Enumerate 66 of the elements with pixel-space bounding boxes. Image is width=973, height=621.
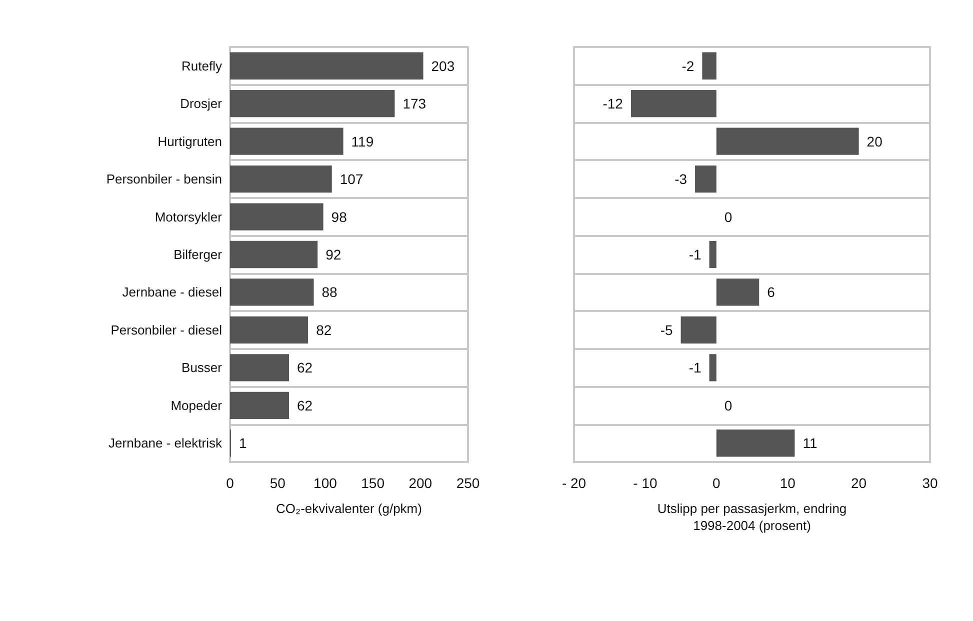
x-tick-label: 20 — [851, 475, 867, 491]
bar — [230, 392, 290, 419]
y-tick-label: Personbiler - diesel — [110, 322, 222, 338]
data-label: -1 — [688, 360, 702, 376]
x-tick-label: 0 — [226, 475, 234, 491]
bar — [230, 354, 290, 382]
data-label: 203 — [431, 58, 455, 74]
x-tick-label: 150 — [361, 475, 385, 491]
bar — [230, 90, 395, 118]
y-tick-label: Rutefly — [182, 58, 222, 74]
y-tick-label: Hurtigruten — [158, 134, 222, 149]
data-label: 88 — [322, 284, 338, 300]
bar — [230, 316, 308, 344]
bar — [230, 52, 424, 80]
x-tick-label: 250 — [456, 475, 480, 491]
data-label: -1 — [688, 246, 702, 262]
x-tick-label: 10 — [780, 475, 796, 491]
y-tick-label: Motorsykler — [154, 209, 223, 224]
bar — [230, 128, 344, 155]
bar — [230, 165, 332, 193]
x-tick-label: 50 — [270, 475, 286, 491]
data-label: 0 — [724, 208, 732, 225]
x-tick-label: 30 — [922, 475, 938, 491]
x-tick-label: 0 — [712, 475, 720, 491]
y-tick-label: Bilferger — [174, 247, 223, 262]
x-tick-label: - 20 — [562, 475, 586, 491]
data-label: 62 — [297, 360, 313, 376]
data-label: -5 — [660, 322, 674, 338]
data-label: 62 — [297, 397, 313, 414]
bar — [716, 430, 795, 457]
bar — [230, 203, 324, 230]
bar — [716, 278, 760, 306]
bar — [709, 354, 716, 382]
data-label: 20 — [866, 133, 883, 150]
y-tick-label: Personbiler - bensin — [106, 172, 222, 187]
bar — [716, 128, 859, 155]
y-tick-label: Jernbane - elektrisk — [108, 436, 222, 451]
data-label: 11 — [802, 435, 818, 452]
bar — [709, 240, 716, 268]
y-tick-label: Jernbane - diesel — [122, 284, 222, 300]
bar — [695, 165, 716, 193]
x-axis-title: Utslipp per passasjerkm, endring 1998-2004 (prosent) — [657, 501, 847, 533]
data-label: 107 — [340, 171, 364, 188]
x-tick-label: 200 — [408, 475, 432, 491]
data-label: 6 — [767, 284, 776, 300]
bar — [702, 52, 716, 80]
data-label: 1 — [238, 435, 247, 452]
data-label: 82 — [316, 322, 332, 338]
data-label: -2 — [682, 58, 694, 74]
bar — [630, 90, 716, 118]
data-label: 92 — [326, 246, 342, 262]
x-tick-label: 100 — [314, 475, 338, 491]
data-label: -12 — [602, 96, 624, 112]
data-label: 173 — [402, 96, 426, 112]
bar — [680, 316, 716, 344]
bar — [230, 240, 318, 268]
data-label: 98 — [331, 208, 348, 225]
data-label: -3 — [674, 171, 688, 188]
x-axis-title: CO₂-ekvivalenter (g/pkm) — [276, 501, 422, 516]
data-label: 119 — [351, 133, 374, 150]
data-label: 0 — [724, 397, 732, 414]
y-tick-label: Mopeder — [170, 398, 223, 413]
y-tick-label: Drosjer — [180, 96, 223, 112]
y-tick-label: Busser — [182, 360, 223, 376]
x-tick-label: - 10 — [633, 475, 658, 491]
bar — [230, 278, 314, 306]
